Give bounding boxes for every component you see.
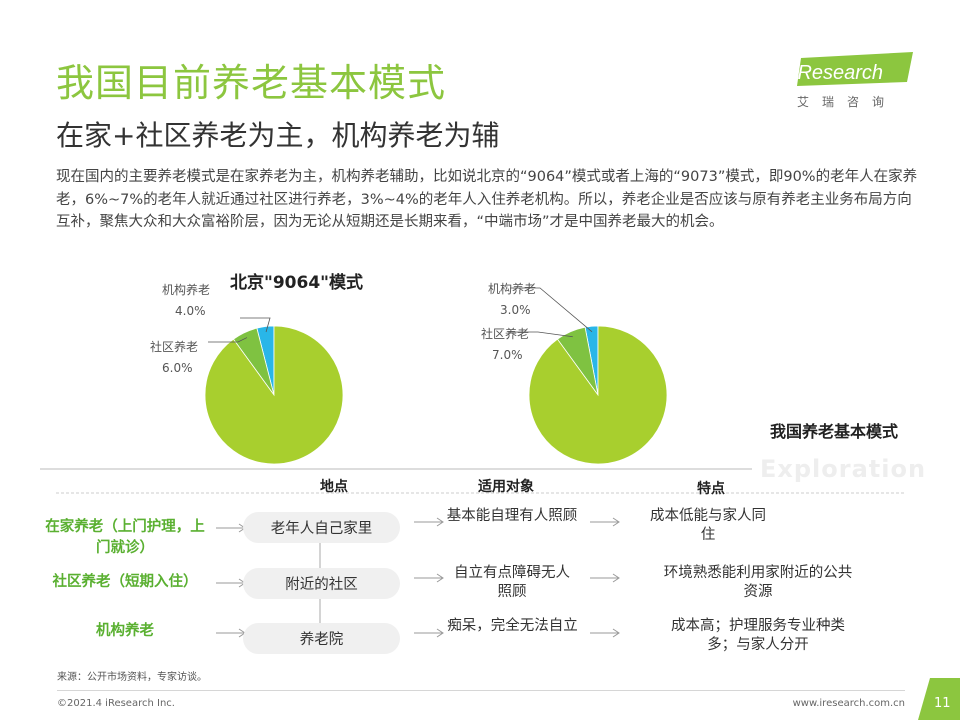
row-label-home: 在家养老（上门护理，上门就诊）: [45, 519, 205, 556]
arrow-icon: [590, 628, 620, 638]
pie2-label-community: 社区养老: [481, 327, 530, 341]
iresearch-logo: iResearch: [793, 52, 913, 86]
pie1-label-institution: 机构养老: [162, 283, 211, 297]
page-number: 11: [934, 696, 951, 711]
pie1-value-institution: 4.0%: [175, 304, 206, 318]
pie-slice: [528, 325, 668, 465]
row-label-community: 社区养老（短期入住）: [52, 574, 198, 590]
pie1-value-community: 6.0%: [162, 361, 193, 375]
arrow-icon: [590, 517, 620, 527]
column-header-place: 地点: [320, 479, 348, 495]
chart-title-beijing: 北京"9064"模式: [230, 273, 364, 293]
pie-chart-shanghai: [508, 287, 668, 465]
pie-slice: [204, 325, 344, 465]
footer-divider: [57, 690, 905, 691]
pie-leader-line: [508, 331, 573, 338]
table-header-line: [40, 468, 905, 494]
website-link[interactable]: www.iresearch.com.cn: [792, 698, 905, 709]
target-home: 基本能自理有人照顾: [446, 508, 578, 524]
source-note: 来源：公开市场资料，专家访谈。: [57, 672, 207, 683]
pie2-value-community: 7.0%: [492, 348, 523, 362]
pie2-value-institution: 3.0%: [500, 303, 531, 317]
pill-connector: [319, 540, 321, 626]
model-title: 我国养老基本模式: [770, 422, 899, 441]
pie1-label-community: 社区养老: [150, 340, 199, 354]
logo-tagline: 艾瑞咨询: [797, 95, 898, 109]
place-institution: 养老院: [243, 623, 400, 654]
intro-paragraph: 现在国内的主要养老模式是在家养老为主，机构养老辅助，比如说北京的“9064”模式…: [56, 169, 918, 230]
logo-text: iResearch: [793, 62, 883, 84]
page-number-badge: [918, 678, 960, 720]
place-community: 附近的社区: [243, 568, 400, 599]
arrow-icon: [590, 573, 620, 583]
page-title: 我国目前养老基本模式: [56, 61, 447, 105]
column-header-target: 适用对象: [478, 479, 534, 495]
row-label-institution: 机构养老: [96, 623, 154, 639]
arrow-icon: [414, 573, 444, 583]
target-community: 自立有点障碍无人照顾: [454, 565, 570, 600]
arrow-icon: [414, 517, 444, 527]
pie2-label-institution: 机构养老: [488, 282, 537, 296]
column-header-feature: 特点: [697, 481, 725, 497]
pie-leader-line: [208, 337, 248, 343]
watermark: Exploration: [760, 455, 927, 483]
pie-leader-line: [510, 287, 593, 333]
feature-community: 环境熟悉能利用家附近的公共资源: [663, 565, 853, 600]
feature-institution: 成本高；护理服务专业种类多；与家人分开: [671, 618, 845, 653]
copyright: ©2021.4 iResearch Inc.: [57, 698, 175, 709]
feature-home: 成本低能与家人同住: [650, 508, 766, 543]
page-subtitle: 在家+社区养老为主，机构养老为辅: [56, 119, 500, 152]
place-home: 老年人自己家里: [243, 512, 400, 543]
pie-leader-line: [240, 317, 271, 333]
target-institution: 痴呆，完全无法自立: [447, 618, 578, 634]
pie-chart-beijing: [204, 317, 344, 465]
arrow-icon: [414, 628, 444, 638]
